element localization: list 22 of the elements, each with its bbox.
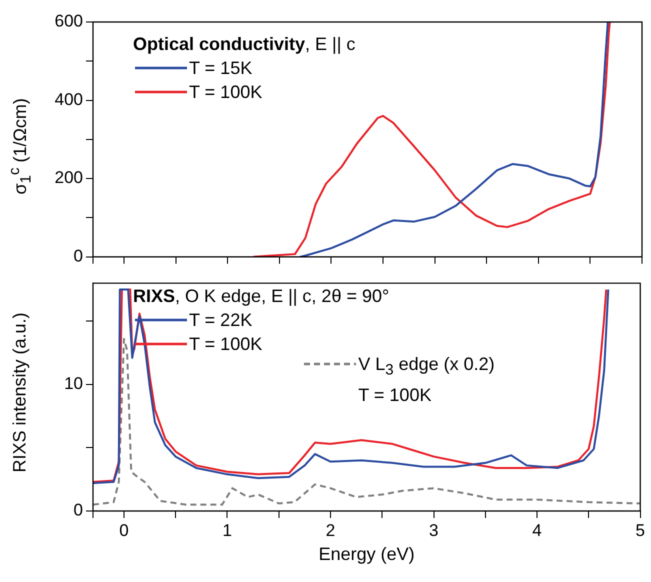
- y-tick-label: 0: [74, 246, 83, 266]
- x-tick-label: 0: [119, 520, 129, 540]
- legend-title: Optical conductivity, E || c: [133, 33, 356, 56]
- legend-title: RIXS, O K edge, E || c, 2θ = 90°: [133, 285, 390, 308]
- x-tick-label: 4: [532, 520, 542, 540]
- y-tick-label: 10: [64, 374, 83, 394]
- x-tick-label: 1: [222, 520, 232, 540]
- legend-label: T = 100K: [189, 81, 262, 104]
- legend-label: T = 22K: [189, 309, 252, 332]
- x-tick-label: 2: [326, 520, 336, 540]
- y-axis-title: RIXS intensity (a.u.): [10, 312, 30, 472]
- line-series: [93, 338, 640, 506]
- x-tick-label: 5: [636, 520, 646, 540]
- legend-label: T = 100K: [189, 333, 262, 356]
- y-tick-label: 400: [54, 90, 83, 109]
- legend-label: V L$_{3}$ edge (x 0.2) T = 100K: [358, 353, 495, 407]
- y-tick-label: 200: [54, 168, 83, 188]
- x-axis-title: Energy (eV): [318, 544, 415, 564]
- x-tick-label: 3: [429, 520, 438, 540]
- legend-label: T = 15K: [189, 57, 252, 80]
- y-tick-label: 600: [54, 12, 83, 31]
- y-tick-label: 0: [74, 500, 83, 520]
